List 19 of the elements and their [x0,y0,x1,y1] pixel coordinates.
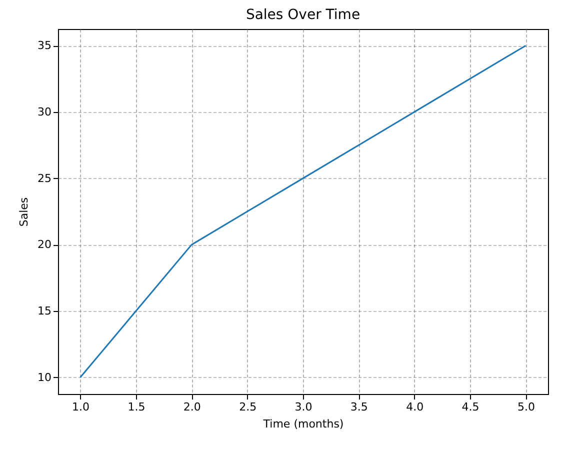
x-tick-label: 4.5 [462,400,480,414]
x-tick-label: 1.5 [128,400,146,414]
y-tick-label: 15 [38,304,52,318]
y-tick-label: 20 [38,238,52,252]
y-tick-label: 30 [38,105,52,118]
x-tick-label: 1.0 [72,400,90,414]
y-tick-label: 25 [38,172,52,185]
y-axis-title: Sales [18,197,31,227]
y-tick-label: 35 [38,39,52,52]
x-tick-label: 2.5 [239,400,257,414]
x-tick-label: 2.0 [183,400,201,414]
x-tick-label: 5.0 [517,400,535,414]
chart-title: Sales Over Time [246,7,360,23]
y-tick-label: 10 [38,370,52,384]
x-tick-label: 4.0 [406,400,424,414]
x-axis-title: Time (months) [262,418,344,430]
x-tick-label: 3.5 [350,400,368,414]
x-tick-label: 3.0 [294,400,312,414]
line-series [80,44,526,378]
